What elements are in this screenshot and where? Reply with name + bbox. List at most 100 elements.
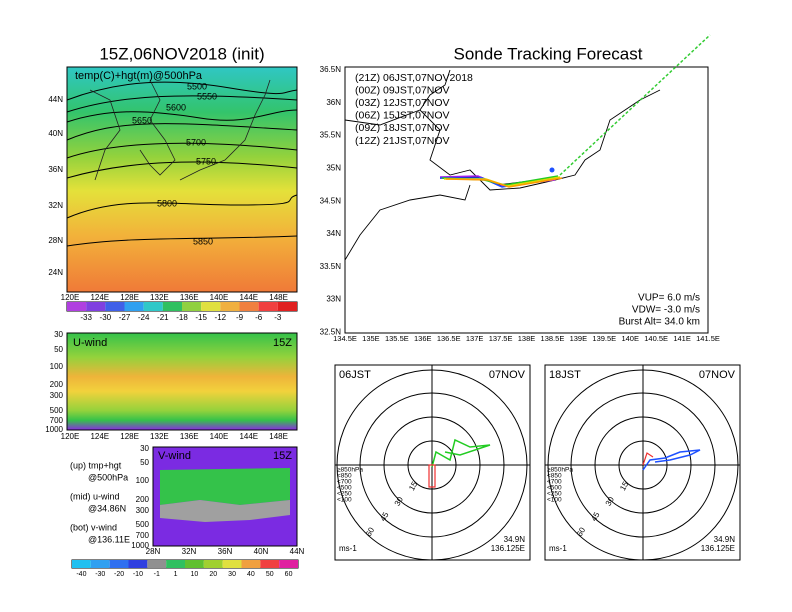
lon-label: 144E xyxy=(239,293,258,302)
lon-label: 140E xyxy=(210,293,229,302)
level-legend: <500 xyxy=(337,485,352,492)
lon-label: 137.5E xyxy=(489,334,513,343)
colorbar-swatch xyxy=(185,560,204,568)
lon-label: 136E xyxy=(180,293,199,302)
lon-label: 140E xyxy=(621,334,639,343)
lon-label: 148E xyxy=(269,432,288,441)
colorbar-swatch xyxy=(109,560,129,568)
lon-label: 120E xyxy=(61,432,80,441)
colorbar-label: 20 xyxy=(209,571,217,578)
wind-trace xyxy=(642,452,654,466)
polar-lat: 34.9N xyxy=(504,535,526,544)
note: @136.11E xyxy=(88,534,130,544)
polar-lat: 34.9N xyxy=(714,535,736,544)
level-legend: <250 xyxy=(547,491,562,498)
tracks xyxy=(439,175,563,188)
level-label: 500 xyxy=(50,406,64,415)
lat-label: 35N xyxy=(326,164,341,173)
colorbar-swatch xyxy=(222,560,242,568)
contour-label: 5650 xyxy=(132,115,152,125)
lat-label: 35.5N xyxy=(320,131,342,140)
lon-label: 135.5E xyxy=(385,334,409,343)
level-label: 30 xyxy=(140,444,149,453)
polar-time: 06JST xyxy=(339,369,371,381)
lon-label: 138.5E xyxy=(541,334,565,343)
lat-label: 36N xyxy=(218,547,233,556)
lon-label: 148E xyxy=(269,293,288,302)
colorbar-swatch xyxy=(239,302,259,311)
colorbar-swatch xyxy=(86,302,106,311)
lon-label: 140E xyxy=(210,432,229,441)
contour-label: 5800 xyxy=(157,198,177,208)
colorbar-swatch xyxy=(72,560,91,568)
note: (up) tmp+hgt xyxy=(70,460,122,470)
colorbar-swatch xyxy=(166,560,185,568)
colorbar-label: -6 xyxy=(255,313,263,322)
level-legend: <100 xyxy=(337,497,352,504)
panel-time: 15Z xyxy=(273,337,292,349)
height-contours xyxy=(66,81,298,247)
colorbar-swatch xyxy=(147,560,167,568)
level-label: 500 xyxy=(136,520,150,529)
colorbar-label: 1 xyxy=(174,571,178,578)
lon-label: 134.5E xyxy=(333,334,357,343)
colorbar-swatch xyxy=(241,560,261,568)
level-label: 300 xyxy=(136,506,150,515)
legend-entry: (03Z) 12JST,07NOV xyxy=(355,97,450,109)
polar-time: 18JST xyxy=(549,369,581,381)
contour-label: 5700 xyxy=(186,137,206,147)
colorbar-swatch xyxy=(260,560,280,568)
level-label: 1000 xyxy=(131,541,149,550)
lat-label: 40N xyxy=(48,129,63,138)
panel-time: 15Z xyxy=(273,450,292,462)
lon-label: 132E xyxy=(150,432,169,441)
lon-label: 140.5E xyxy=(644,334,668,343)
colorbar-swatch xyxy=(143,302,163,311)
lon-label: 128E xyxy=(120,432,139,441)
lat-label: 24N xyxy=(48,268,63,277)
polar-lon: 136.125E xyxy=(491,544,525,553)
colorbar-label: -40 xyxy=(76,571,86,578)
lat-label: 33N xyxy=(326,295,341,304)
level-label: 300 xyxy=(50,391,64,400)
colorbar-swatch xyxy=(67,302,87,311)
colorbar-swatch xyxy=(90,560,110,568)
polar-date: 07NOV xyxy=(489,369,526,381)
level-legend: <100 xyxy=(547,497,562,504)
lon-label: 120E xyxy=(61,293,80,302)
colorbar-swatch xyxy=(279,560,298,568)
lon-label: 136.5E xyxy=(437,334,461,343)
level-label: 700 xyxy=(50,416,64,425)
level-legend: ≥850hPa xyxy=(547,467,573,474)
colorbar-label: -27 xyxy=(119,313,131,322)
legend-entry: (12Z) 21JST,07NOV xyxy=(355,135,450,147)
lon-label: 139.5E xyxy=(592,334,616,343)
colorbar-swatch xyxy=(182,302,202,311)
level-legend: <700 xyxy=(547,479,562,486)
coastline xyxy=(344,69,661,261)
level-legend: <700 xyxy=(337,479,352,486)
colorbar-label: 40 xyxy=(247,571,255,578)
colorbar-swatch xyxy=(162,302,182,311)
lat-label: 44N xyxy=(290,547,305,556)
lon-label: 124E xyxy=(90,432,109,441)
lon-label: 136E xyxy=(414,334,432,343)
lat-label: 36N xyxy=(326,98,341,107)
level-label: 1000 xyxy=(45,425,63,434)
colorbar-label: -24 xyxy=(138,313,150,322)
track-map xyxy=(344,66,709,334)
colorbar-swatch xyxy=(128,560,148,568)
lat-label: 32N xyxy=(48,201,63,210)
colorbar-label: -3 xyxy=(274,313,282,322)
lat-label: 36N xyxy=(48,165,63,174)
colorbar-label: -9 xyxy=(236,313,244,322)
lat-label: 34.5N xyxy=(320,196,342,205)
colorbar-swatch xyxy=(124,302,144,311)
v-wind-fill xyxy=(160,500,290,522)
panel-label: U-wind xyxy=(73,337,107,349)
lon-label: 136E xyxy=(180,432,199,441)
contour-label: 5500 xyxy=(187,81,207,91)
lat-label: 28N xyxy=(146,547,161,556)
colorbar-swatch xyxy=(203,560,223,568)
lon-label: 138E xyxy=(518,334,536,343)
